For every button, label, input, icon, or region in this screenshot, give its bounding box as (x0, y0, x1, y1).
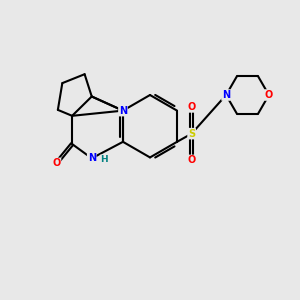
Text: N: N (88, 153, 96, 163)
Text: N: N (119, 106, 127, 116)
Text: O: O (265, 90, 273, 100)
Text: O: O (188, 155, 196, 165)
Text: H: H (100, 155, 108, 164)
Text: O: O (52, 158, 61, 168)
Text: N: N (222, 90, 230, 100)
Text: S: S (188, 129, 195, 139)
Text: O: O (188, 102, 196, 112)
